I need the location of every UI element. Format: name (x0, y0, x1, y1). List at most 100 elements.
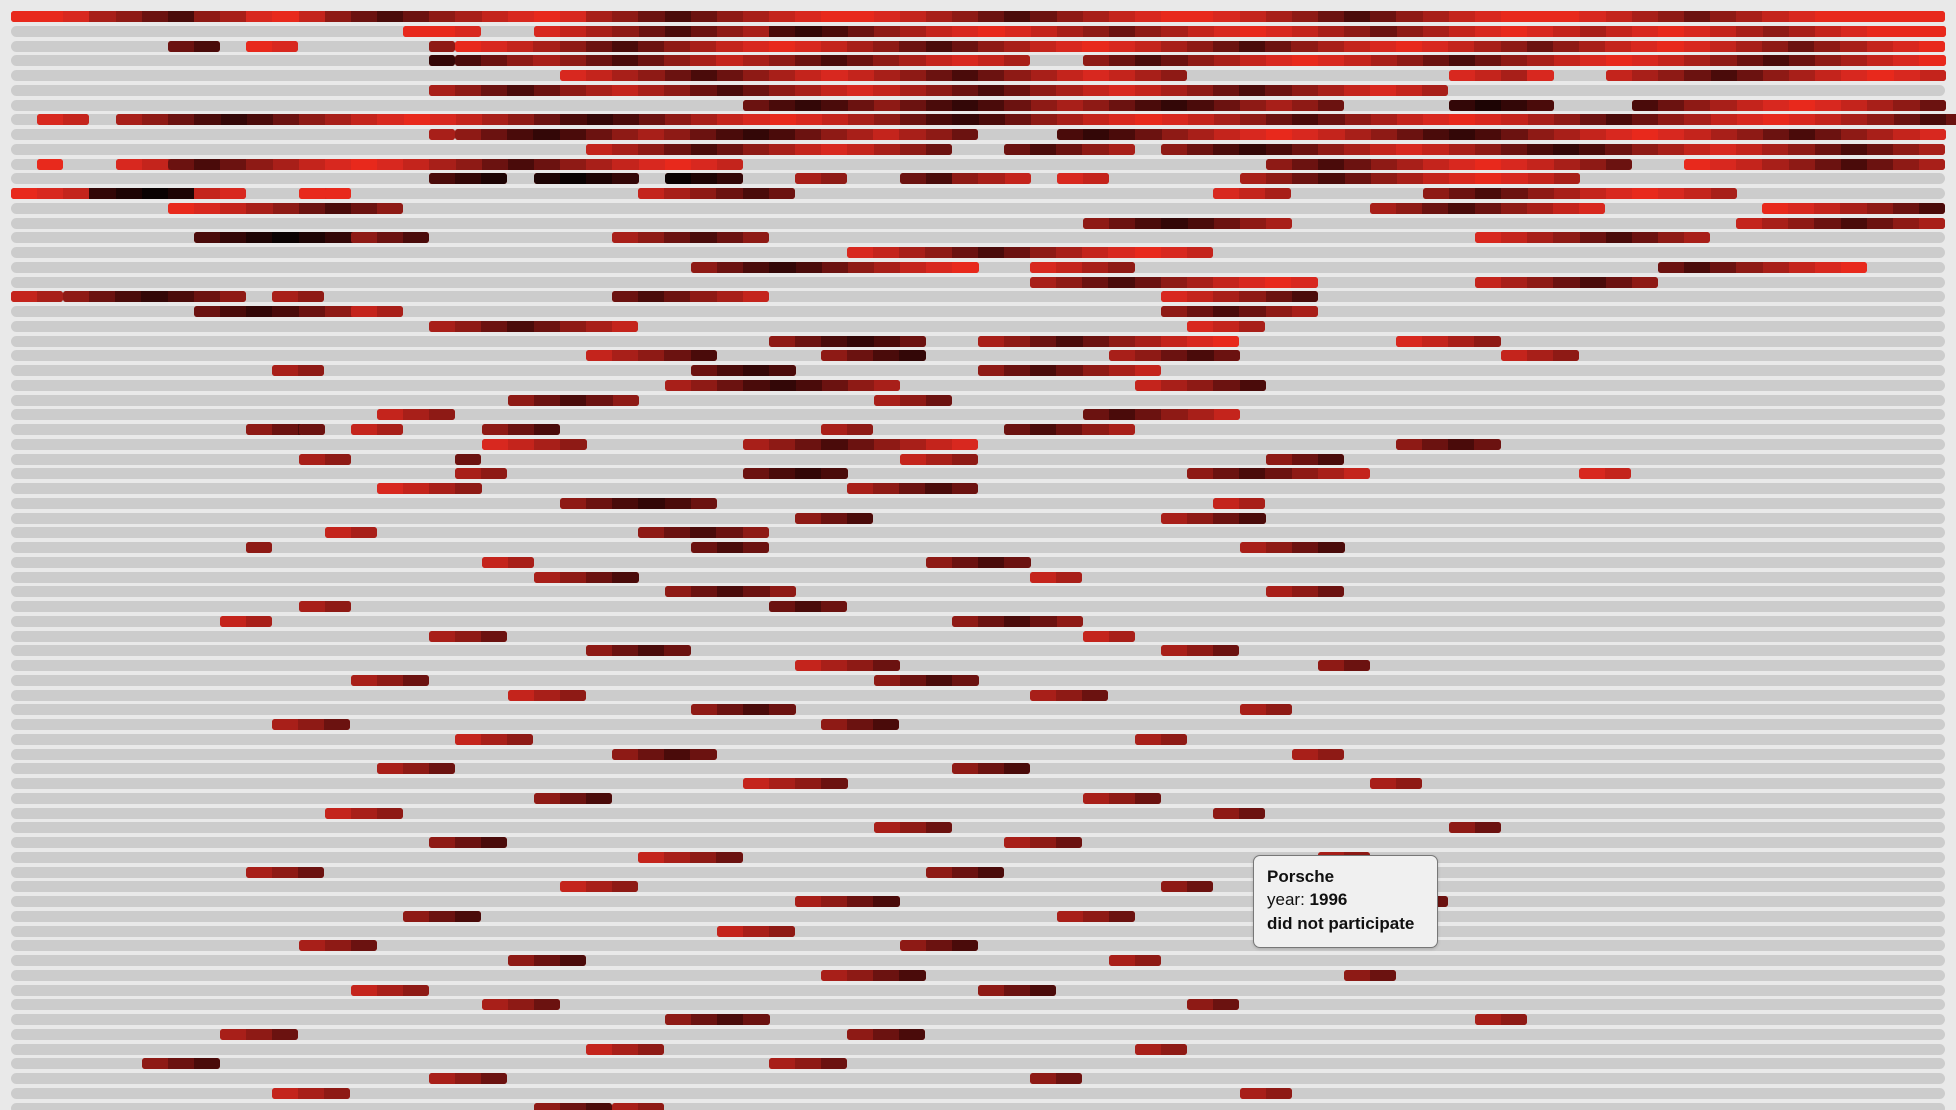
timeline-segment[interactable] (246, 306, 273, 317)
timeline-segment[interactable] (1266, 159, 1293, 170)
timeline-segment[interactable] (1056, 262, 1083, 273)
timeline-segment[interactable] (299, 188, 326, 199)
timeline-segment[interactable] (1213, 498, 1240, 509)
timeline-segment[interactable] (612, 749, 639, 760)
timeline-segment[interactable] (1475, 55, 1502, 66)
timeline-row[interactable] (11, 1103, 1945, 1110)
timeline-segment[interactable] (691, 1014, 718, 1025)
timeline-bar[interactable] (665, 173, 743, 184)
timeline-segment[interactable] (377, 114, 404, 125)
timeline-bar[interactable] (586, 645, 691, 656)
timeline-segment[interactable] (743, 468, 770, 479)
timeline-bar[interactable] (508, 690, 586, 701)
timeline-segment[interactable] (1161, 350, 1188, 361)
timeline-segment[interactable] (899, 483, 926, 494)
timeline-segment[interactable] (1292, 100, 1319, 111)
timeline-segment[interactable] (1004, 41, 1031, 52)
timeline-segment[interactable] (690, 188, 717, 199)
timeline-segment[interactable] (429, 321, 456, 332)
timeline-segment[interactable] (952, 763, 979, 774)
timeline-bar[interactable] (429, 173, 507, 184)
timeline-bar[interactable] (455, 454, 481, 465)
timeline-segment[interactable] (952, 439, 978, 450)
timeline-segment[interactable] (612, 70, 639, 81)
timeline-segment[interactable] (978, 557, 1005, 568)
timeline-segment[interactable] (1292, 129, 1319, 140)
timeline-segment[interactable] (769, 601, 796, 612)
timeline-segment[interactable] (1109, 631, 1135, 642)
timeline-segment[interactable] (560, 1103, 587, 1110)
timeline-segment[interactable] (770, 586, 796, 597)
timeline-segment[interactable] (1344, 144, 1371, 155)
timeline-segment[interactable] (1919, 26, 1946, 37)
timeline-segment[interactable] (1318, 454, 1344, 465)
timeline-segment[interactable] (455, 173, 482, 184)
timeline-segment[interactable] (1474, 336, 1501, 347)
timeline-segment[interactable] (926, 144, 952, 155)
timeline-segment[interactable] (1422, 85, 1448, 96)
timeline-bar[interactable] (560, 498, 717, 509)
timeline-segment[interactable] (900, 675, 927, 686)
timeline-segment[interactable] (1789, 70, 1816, 81)
timeline-segment[interactable] (1371, 173, 1398, 184)
timeline-segment[interactable] (37, 114, 64, 125)
timeline-segment[interactable] (1109, 70, 1136, 81)
timeline-segment[interactable] (795, 778, 822, 789)
timeline-bar[interactable] (455, 734, 533, 745)
timeline-segment[interactable] (1005, 26, 1032, 37)
timeline-segment[interactable] (1370, 41, 1397, 52)
timeline-segment[interactable] (1187, 645, 1214, 656)
timeline-segment[interactable] (847, 1029, 874, 1040)
timeline-segment[interactable] (1213, 336, 1239, 347)
timeline-segment[interactable] (1396, 203, 1423, 214)
timeline-segment[interactable] (1580, 26, 1607, 37)
timeline-segment[interactable] (324, 1088, 350, 1099)
timeline-segment[interactable] (1684, 129, 1711, 140)
timeline-segment[interactable] (638, 1044, 664, 1055)
timeline-segment[interactable] (455, 321, 482, 332)
timeline-segment[interactable] (1161, 409, 1188, 420)
timeline-bar[interactable] (351, 675, 429, 686)
timeline-segment[interactable] (1919, 144, 1945, 155)
timeline-segment[interactable] (586, 55, 613, 66)
timeline-segment[interactable] (952, 55, 979, 66)
timeline-segment[interactable] (1031, 114, 1058, 125)
timeline-segment[interactable] (1448, 203, 1475, 214)
timeline-segment[interactable] (612, 232, 639, 243)
timeline-segment[interactable] (1030, 837, 1057, 848)
timeline-segment[interactable] (716, 41, 743, 52)
timeline-segment[interactable] (1239, 291, 1266, 302)
timeline-segment[interactable] (1422, 144, 1449, 155)
timeline-segment[interactable] (874, 144, 901, 155)
timeline-segment[interactable] (1841, 26, 1868, 37)
timeline-segment[interactable] (1528, 114, 1555, 125)
timeline-segment[interactable] (1109, 336, 1136, 347)
timeline-segment[interactable] (299, 232, 326, 243)
timeline-segment[interactable] (325, 454, 351, 465)
timeline-bar[interactable] (1030, 690, 1108, 701)
timeline-segment[interactable] (455, 41, 482, 52)
timeline-bar[interactable] (246, 41, 298, 52)
timeline-segment[interactable] (1344, 41, 1371, 52)
timeline-segment[interactable] (299, 306, 326, 317)
timeline-segment[interactable] (1292, 11, 1319, 22)
timeline-segment[interactable] (1188, 409, 1215, 420)
timeline-segment[interactable] (560, 159, 587, 170)
timeline-segment[interactable] (769, 26, 796, 37)
timeline-bar[interactable] (769, 601, 847, 612)
timeline-segment[interactable] (1292, 749, 1319, 760)
timeline-segment[interactable] (1056, 837, 1082, 848)
timeline-segment[interactable] (612, 1103, 639, 1110)
timeline-segment[interactable] (1919, 41, 1945, 52)
timeline-bar[interactable] (1475, 277, 1658, 288)
timeline-segment[interactable] (1449, 26, 1476, 37)
timeline-segment[interactable] (1292, 586, 1319, 597)
timeline-bar[interactable] (795, 660, 900, 671)
timeline-segment[interactable] (1082, 277, 1109, 288)
timeline-segment[interactable] (403, 911, 430, 922)
timeline-segment[interactable] (638, 232, 665, 243)
timeline-segment[interactable] (665, 173, 692, 184)
timeline-segment[interactable] (1135, 70, 1162, 81)
timeline-segment[interactable] (769, 262, 796, 273)
timeline-segment[interactable] (717, 85, 744, 96)
